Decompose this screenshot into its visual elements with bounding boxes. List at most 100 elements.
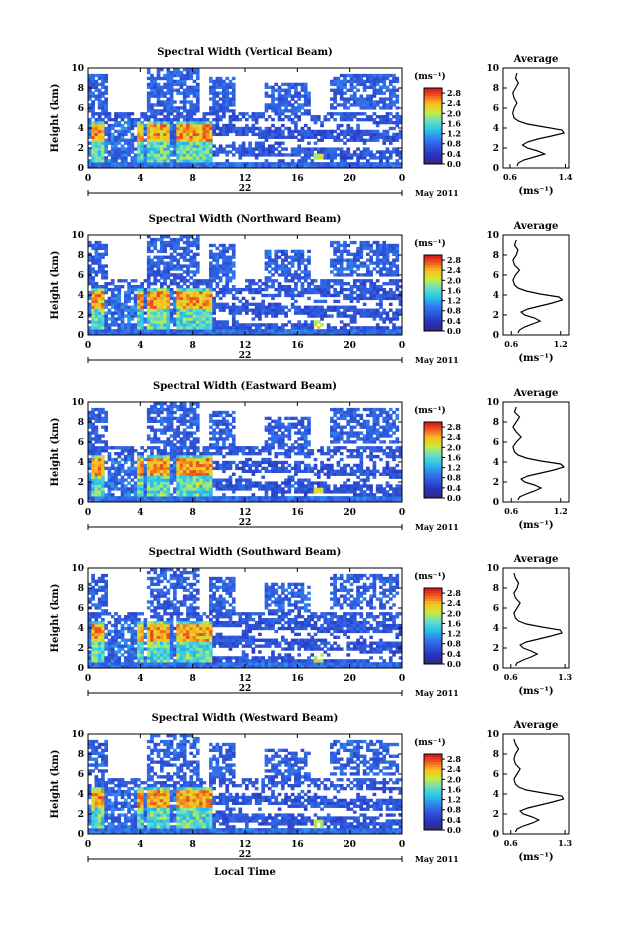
heatmap-cell [310,326,315,330]
heatmap-cell [166,463,171,468]
heatmap-cell [153,237,158,242]
heatmap-cell [159,416,164,421]
heatmap-cell [143,147,148,151]
heatmap-cell [110,446,115,450]
heatmap-cell [366,246,370,251]
heatmap-cell [189,308,194,312]
heatmap-cell [110,320,115,324]
heatmap-cell [235,308,239,312]
heatmap-cell [195,469,200,473]
heatmap-cell [114,123,118,128]
heatmap-cell [267,126,272,131]
heatmap-cell [195,267,200,271]
heatmap-cell [271,329,275,333]
heatmap-cell [110,460,115,465]
heatmap-cell [307,329,311,333]
heatmap-cell [303,165,308,169]
heatmap-cell [215,264,220,268]
heatmap-cell [176,273,180,277]
heatmap-cell [379,329,383,333]
heatmap-cell [271,332,275,336]
heatmap-cell [169,452,174,456]
heatmap-cell [277,311,282,315]
heatmap-cell [97,159,102,163]
heatmap-cell [140,129,144,134]
heatmap-cell [323,129,328,134]
heatmap-cell [110,323,115,327]
heatmap-cell [375,329,380,333]
heatmap-cell [173,123,177,128]
heatmap-cell [264,308,269,312]
heatmap-cell [127,112,131,116]
heatmap-cell [117,302,122,306]
x-tick-label: 20 [343,341,356,351]
heatmap-cell [159,496,164,500]
heatmap-cell [222,320,226,324]
heatmap-cell [94,165,99,169]
heatmap-cell [202,299,207,304]
heatmap-cell [307,156,311,160]
heatmap-cell [120,305,125,309]
heatmap-cell [91,449,95,453]
heatmap-cell [258,141,262,145]
heatmap-cell [385,85,390,89]
heatmap-cell [179,317,184,321]
heatmap-cell [231,123,236,128]
heatmap-cell [176,320,180,324]
heatmap-cell [284,332,288,336]
heatmap-cell [153,76,158,81]
heatmap-cell [94,323,99,327]
heatmap-cell [379,100,383,104]
heatmap-cell [192,91,197,95]
heatmap-cell [209,279,213,283]
heatmap-cell [209,425,213,429]
y-tick-label: 6 [78,104,84,114]
heatmap-cell [104,252,109,256]
heatmap-cell [297,132,301,137]
heatmap-cell [153,153,158,157]
heatmap-cell [140,305,144,309]
heatmap-cell [395,308,400,312]
heatmap-cell [280,112,285,116]
colorbar-segment [424,280,442,284]
heatmap-cell [153,150,158,154]
heatmap-cell [120,165,125,169]
heatmap-cell [372,156,377,160]
heatmap-cell [245,332,249,336]
heatmap-cell [156,437,161,441]
heatmap-cell [205,293,210,298]
heatmap-cell [182,290,187,295]
heatmap-cell [287,273,292,277]
heatmap-cell [267,132,272,137]
heatmap-cell [356,112,360,116]
heatmap-cell [284,103,288,107]
heatmap-cell [258,165,262,169]
heatmap-cell [379,243,383,248]
heatmap-cell [333,147,337,151]
heatmap-cell [228,162,233,166]
heatmap-cell [146,290,151,295]
heatmap-cell [182,323,187,327]
colorbar-segment [424,105,442,109]
heatmap-cell [176,165,180,169]
heatmap-cell [362,162,367,166]
heatmap-cell [114,162,118,166]
heatmap-cell [91,141,95,145]
heatmap-cell [143,496,148,500]
heatmap-cell [202,144,207,148]
heatmap-cell [101,150,105,154]
heatmap-cell [97,478,102,482]
heatmap-cell [94,153,99,157]
heatmap-cell [186,499,190,503]
heatmap-cell [235,126,239,131]
heatmap-cell [192,109,197,113]
heatmap-cell [156,293,161,298]
colorbar-segment [424,103,442,107]
heatmap-cell [159,320,164,324]
heatmap-cell [88,484,92,488]
heatmap-cell [107,132,112,137]
heatmap-cell [107,493,112,497]
heatmap-cell [156,305,161,309]
